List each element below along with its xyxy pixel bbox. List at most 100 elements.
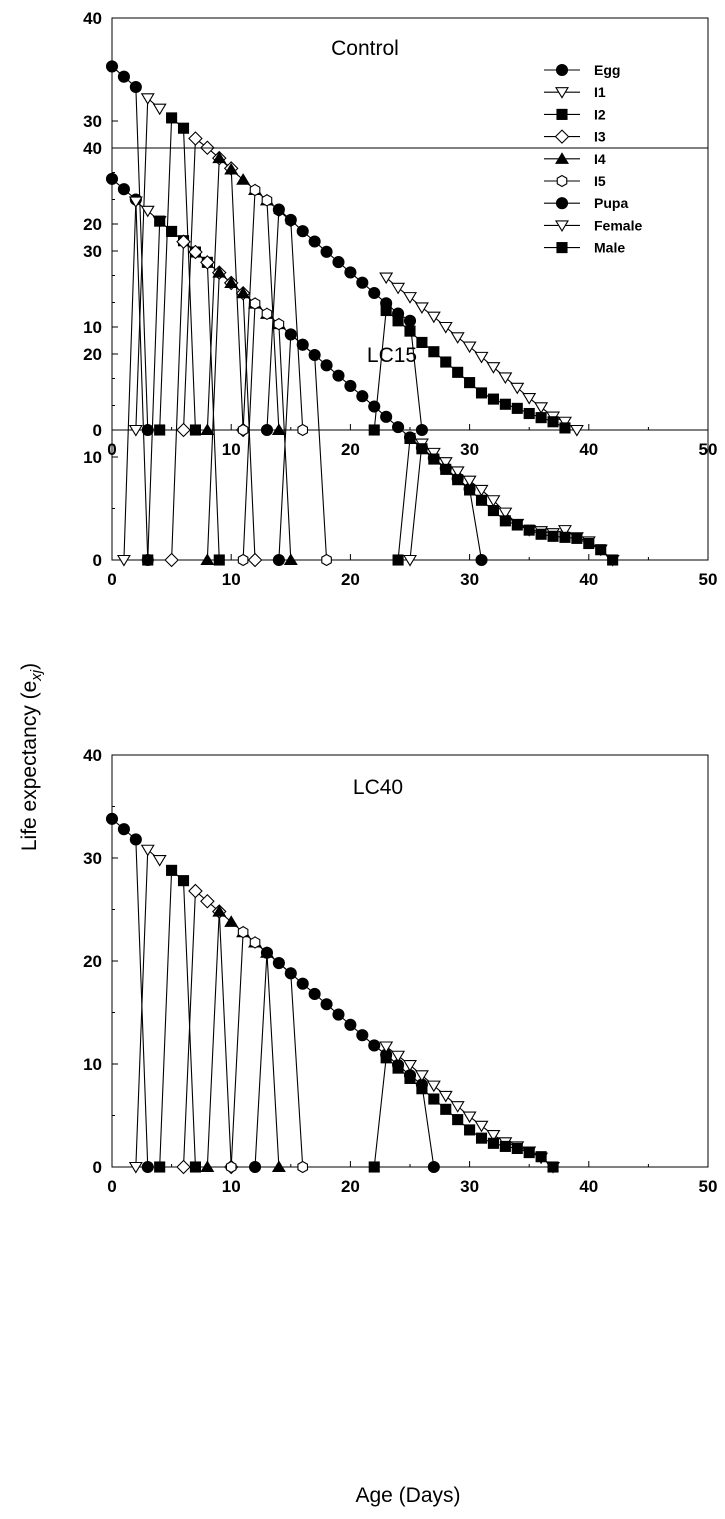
data-point-i4 (224, 915, 239, 927)
legend-item-pupa: Pupa (544, 195, 628, 211)
panel-title: LC40 (353, 776, 403, 799)
data-point-female (534, 402, 549, 414)
y-tick-label: 10 (83, 318, 102, 337)
plot-frame (111, 754, 709, 1168)
data-point-male (499, 398, 511, 410)
data-point-pupa (272, 203, 285, 216)
data-point-pupa (272, 553, 285, 567)
data-point-female (462, 1111, 477, 1124)
series-points-egg (105, 60, 154, 437)
data-point-i3 (200, 255, 215, 270)
y-tick-label: 0 (93, 1158, 102, 1177)
legend-marker (555, 220, 569, 232)
data-point-i4 (236, 173, 251, 185)
x-tick-label: 50 (699, 1177, 718, 1196)
x-tick-label: 20 (341, 440, 360, 459)
data-point-male (416, 336, 428, 349)
data-point-pupa (427, 1160, 440, 1174)
data-point-male (475, 387, 488, 399)
legend-label: I4 (594, 151, 606, 167)
data-point-pupa (308, 235, 321, 248)
data-point-i2 (213, 554, 225, 566)
data-point-male (475, 494, 488, 506)
legend-marker (556, 174, 568, 188)
data-point-egg (117, 823, 130, 836)
data-point-female (450, 332, 465, 344)
data-point-egg (105, 812, 119, 825)
data-point-i4 (200, 1160, 215, 1173)
data-point-female (462, 341, 477, 354)
data-point-egg (129, 80, 142, 94)
data-point-female (403, 1059, 417, 1072)
data-point-female (438, 1090, 453, 1103)
data-point-male (464, 377, 476, 389)
data-point-pupa (284, 213, 297, 226)
panel-title: LC15 (367, 344, 417, 367)
data-point-male (475, 1132, 488, 1144)
data-point-female (403, 292, 417, 304)
legend-label: I1 (594, 84, 606, 100)
series-points-female (379, 272, 584, 437)
data-point-pupa (344, 1018, 357, 1031)
data-point-i5 (249, 183, 261, 197)
data-point-i2 (166, 225, 178, 237)
data-point-female (450, 466, 465, 478)
data-point-i4 (224, 276, 239, 288)
data-point-male (559, 531, 571, 543)
data-point-i4 (212, 904, 227, 917)
legend-item-i2: I2 (544, 106, 606, 122)
data-point-male (392, 554, 404, 566)
series-points-i3 (176, 883, 239, 1175)
data-point-pupa (308, 348, 321, 362)
data-point-male (511, 402, 523, 414)
data-point-male (392, 315, 404, 327)
panel-title: Control (331, 37, 399, 60)
data-point-i1 (128, 196, 143, 209)
data-point-male (368, 424, 380, 436)
x-tick-label: 40 (579, 570, 598, 589)
data-point-i3 (188, 131, 203, 146)
data-point-i5 (237, 926, 249, 939)
data-point-female (414, 1070, 429, 1082)
data-point-pupa (415, 423, 428, 437)
data-point-female (391, 282, 406, 295)
y-tick-label: 0 (93, 551, 102, 570)
data-point-i4 (212, 266, 227, 278)
data-point-male (547, 530, 559, 542)
x-tick-label: 30 (460, 1177, 479, 1196)
data-point-male (523, 1147, 535, 1159)
data-point-male (547, 1161, 559, 1173)
data-point-i5 (225, 1160, 237, 1174)
series-points-male (392, 432, 619, 566)
x-tick-label: 20 (341, 570, 360, 589)
data-point-male (499, 1140, 511, 1152)
data-point-male (571, 532, 583, 544)
x-tick-label: 10 (222, 440, 241, 459)
data-point-i5 (297, 423, 309, 437)
x-tick-label: 50 (699, 570, 718, 589)
series-line-pupa (254, 951, 435, 1168)
y-tick-label: 40 (83, 746, 102, 765)
data-point-female (486, 495, 501, 507)
data-point-pupa (332, 369, 345, 382)
data-point-male (392, 1062, 404, 1074)
data-point-pupa (260, 946, 274, 959)
data-point-female (379, 272, 394, 285)
data-point-male (499, 515, 511, 527)
data-point-female (474, 1120, 489, 1133)
legend-marker (555, 63, 569, 77)
y-tick-label: 20 (83, 215, 102, 234)
data-point-male (607, 554, 619, 566)
data-point-female (426, 447, 441, 460)
y-axis-label: Life expectancy (exj) (18, 663, 45, 851)
y-tick-label: 30 (83, 112, 102, 131)
data-point-i2 (177, 122, 190, 134)
data-point-egg (105, 60, 119, 73)
legend-item-i3: I3 (544, 129, 606, 145)
series-points-pupa (260, 203, 428, 437)
data-point-female (426, 311, 441, 324)
data-point-i4 (200, 423, 215, 436)
legend-label: I5 (594, 173, 606, 189)
series-points-pupa (248, 946, 440, 1174)
data-point-i2 (154, 1161, 166, 1173)
